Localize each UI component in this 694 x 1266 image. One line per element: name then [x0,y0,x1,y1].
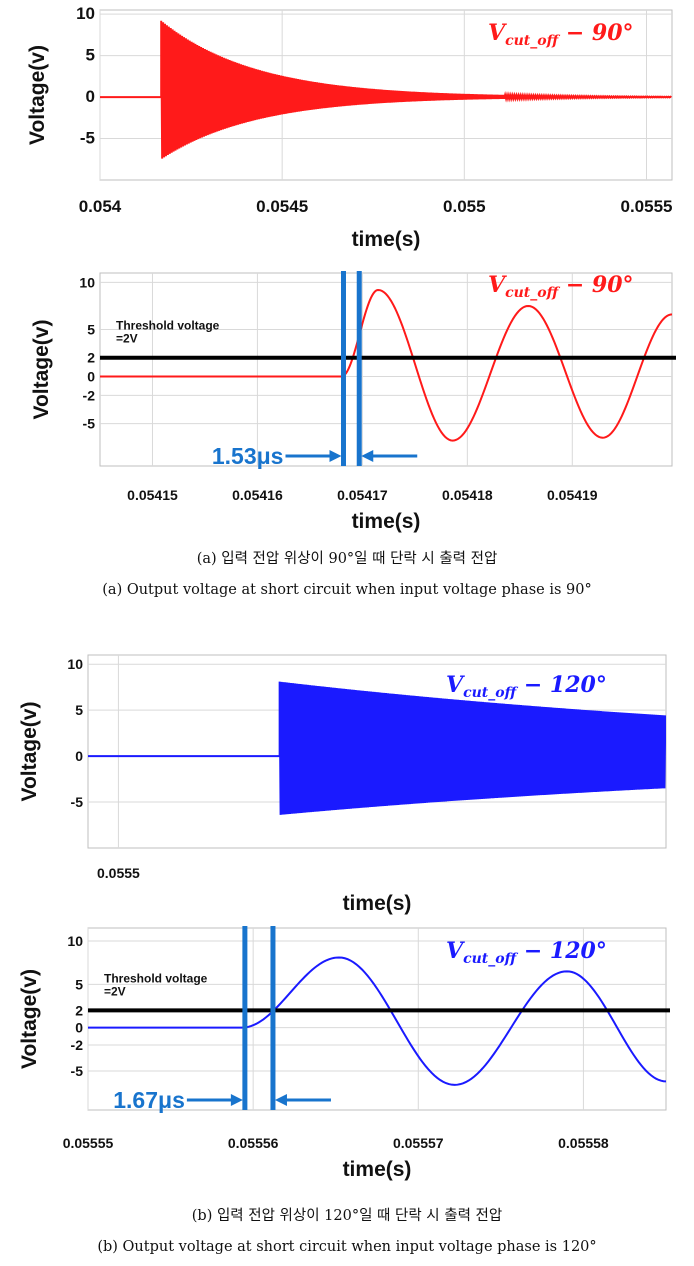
caption-a-korean: (a) 입력 전압 위상이 90°일 때 단락 시 출력 전압 [197,550,498,567]
duration-label: 1.67μs [113,1087,185,1113]
cutoff-annotation: Vcut_off − 90° [488,272,634,301]
x-tick-label: 0.0555 [620,197,672,216]
annotation-v: V [488,20,507,46]
cutoff-annotation: Vcut_off − 120° [446,938,607,967]
x-tick-label: 0.05558 [558,1135,609,1151]
duration-label: 1.53μs [212,443,284,469]
y-tick-label: 5 [86,46,95,65]
x-tick-label: 0.05555 [63,1135,114,1151]
x-tick-label: 0.05415 [127,487,178,503]
threshold-label: Threshold voltage [116,319,220,333]
y-tick-label: -5 [83,416,96,432]
threshold-value-label: =2V [104,984,126,998]
y-tick-label: 2 [87,350,95,366]
cutoff-annotation: Vcut_off − 120° [446,672,607,701]
duration-arrowhead-left [329,450,342,462]
chart-a-zoomed: 0.05415 0.05416 0.05417 0.05418 0.05419 10 5 2 0… [30,271,676,533]
annotation-sub: cut_off [463,951,519,967]
threshold-label: Threshold voltage [104,971,208,985]
annotation-sub: cut_off [463,685,519,701]
annotation-v: V [488,272,507,298]
y-axis-label: Voltage(v) [30,320,53,420]
caption-b-english: (b) Output voltage at short circuit when… [97,1239,596,1255]
x-tick-label: 0.054 [79,197,122,216]
x-axis-label: time(s) [343,892,412,915]
cutoff-annotation: Vcut_off − 90° [488,20,634,49]
duration-arrowhead-right [361,450,374,462]
annotation-v: V [446,938,465,964]
y-axis-label: Voltage(v) [18,969,41,1069]
y-tick-label: 5 [87,321,95,337]
annotation-sub: cut_off [505,285,561,301]
y-tick-label: 0 [75,748,83,764]
annotation-rest: − 90° [558,272,633,298]
y-tick-label: 0 [75,1020,83,1036]
series-line [88,956,666,1086]
x-tick-label: 0.05419 [547,487,598,503]
y-tick-label: 10 [67,933,83,949]
x-tick-label: 0.05557 [393,1135,444,1151]
chart-b-zoomed: 0.05555 0.05556 0.05557 0.05558 10 5 2 0-2 -5 tim… [18,926,670,1181]
annotation-rest: − 120° [516,938,607,964]
y-tick-label: 2 [75,1002,83,1018]
x-tick-label: 0.0545 [256,197,308,216]
caption-a-english: (a) Output voltage at short circuit when… [102,582,591,598]
x-tick-label: 0.05416 [232,487,283,503]
annotation-v: V [446,672,465,698]
x-axis-label: time(s) [352,228,421,251]
annotation-rest: − 90° [558,20,633,46]
y-tick-label: 10 [76,4,95,23]
x-tick-label: 0.055 [443,197,486,216]
annotation-sub: cut_off [505,33,561,49]
y-axis-label: Voltage(v) [18,702,41,802]
plot-area [99,272,673,467]
x-axis-label: time(s) [343,1158,412,1181]
annotation-rest: − 120° [516,672,607,698]
chart-b-overview: 0.05550.0560.0565-50510time(s)Voltage(v)… [18,654,667,915]
caption-b-korean: (b) 입력 전압 위상이 120°일 때 단락 시 출력 전압 [192,1207,502,1224]
x-tick-label: 0.0555 [97,865,140,881]
y-tick-label: 5 [75,702,83,718]
y-tick-label: -2 [83,387,96,403]
series-line [100,20,672,159]
y-tick-label: 0 [87,369,95,385]
duration-arrowhead-left [230,1094,243,1106]
x-tick-label: 0.05417 [337,487,388,503]
y-tick-label: -5 [71,1063,84,1079]
plot-area [87,927,667,1111]
y-tick-label: 10 [79,274,95,290]
y-tick-label: -2 [71,1037,84,1053]
chart-a-overview: 0.054 0.0545 0.055 0.0555 -5 0 5 10 time(s) Volta… [26,4,673,251]
y-tick-label: 5 [75,976,83,992]
series-line [88,681,666,815]
y-tick-label: 0 [86,87,95,106]
y-tick-label: -5 [71,794,84,810]
x-tick-label: 0.05418 [442,487,493,503]
y-tick-label: 10 [67,656,83,672]
y-tick-label: -5 [80,129,95,148]
threshold-value-label: =2V [116,332,138,346]
duration-arrowhead-right [274,1094,287,1106]
x-axis-label: time(s) [352,510,421,533]
y-axis-label: Voltage(v) [26,45,49,145]
x-tick-label: 0.05556 [228,1135,279,1151]
